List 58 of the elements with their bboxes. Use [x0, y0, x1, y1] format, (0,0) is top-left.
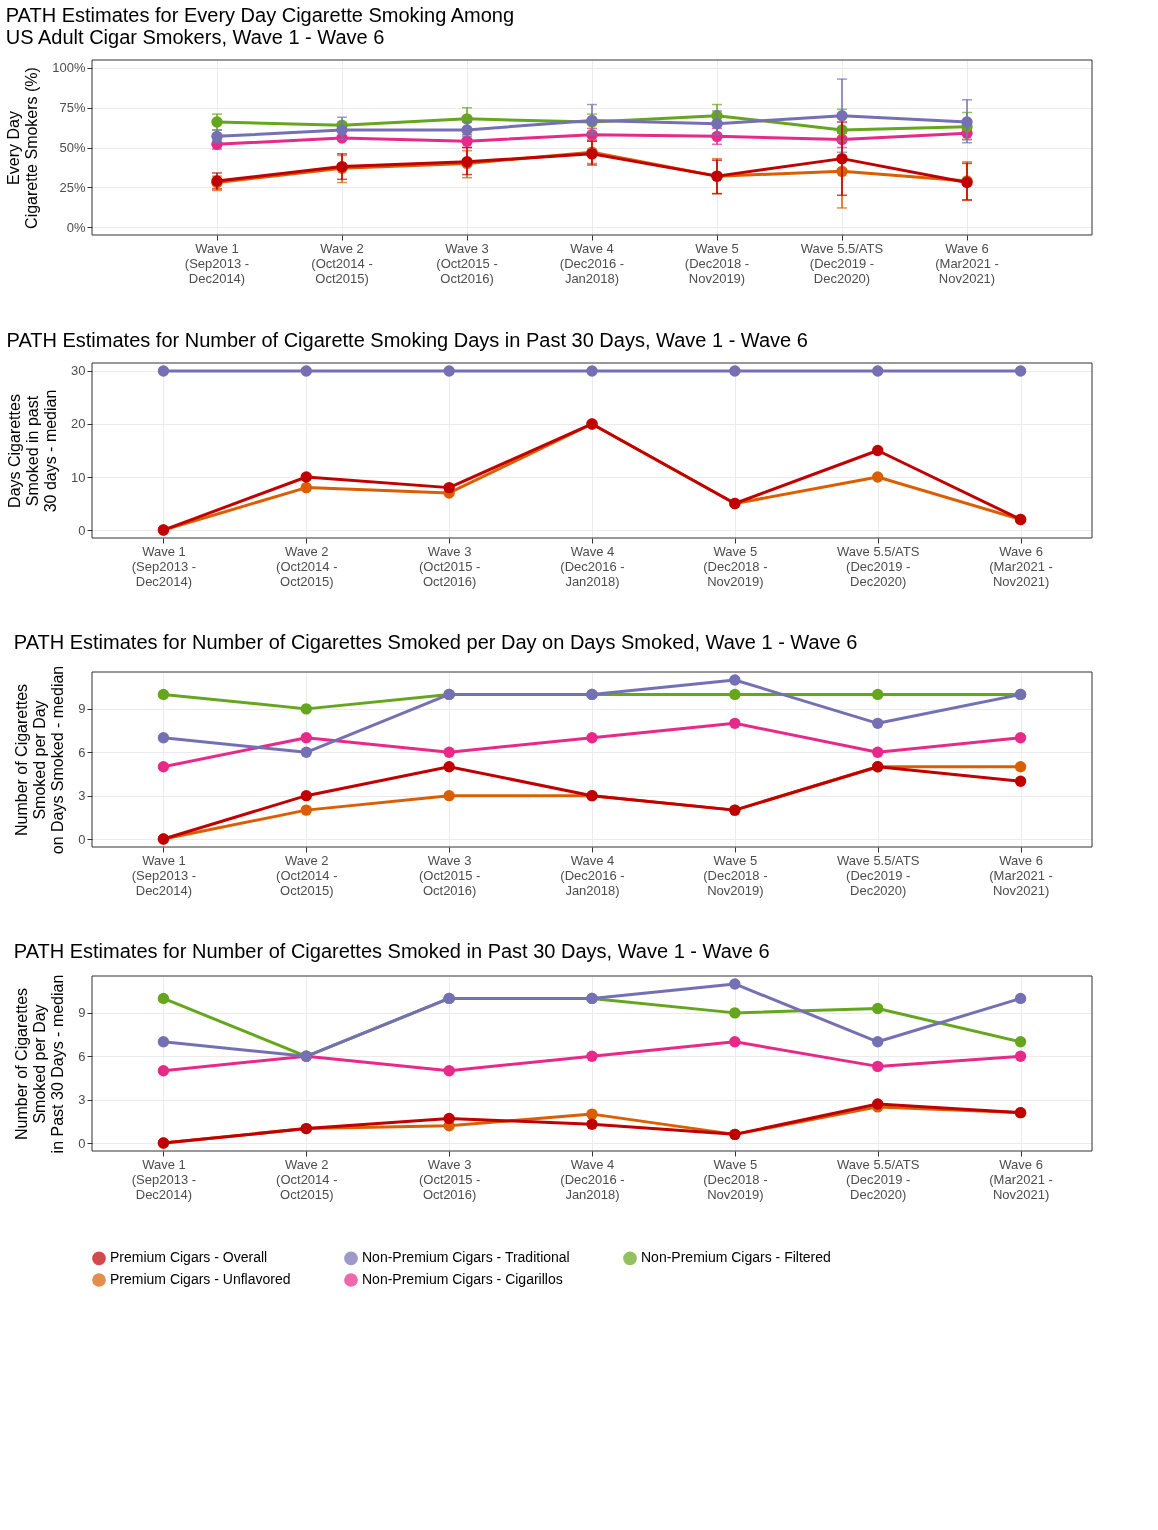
- chart-title: PATH Estimates for Number of Cigarettes Smoked per Day on Days Smoked, Wave 1 - Wave 6: [13, 631, 858, 654]
- legend-label: Non-Premium Cigars - Traditional: [362, 1249, 570, 1266]
- x-tick-label: Wave 5.5/ATS (Dec2019 - Dec2020): [837, 1156, 920, 1202]
- y-tick-label: 0%: [66, 219, 86, 235]
- x-tick-label: Wave 4 (Dec2016 - Jan2018): [559, 240, 625, 286]
- x-tick-label: Wave 5 (Dec2018 - Nov2019): [703, 852, 768, 898]
- x-tick-label: Wave 2 (Oct2014 - Oct2015): [276, 1156, 338, 1202]
- x-tick-label: Wave 6 (Mar2021 - Nov2021): [935, 240, 999, 286]
- y-tick-label: 30: [71, 363, 86, 379]
- y-tick-label: 6: [78, 1048, 86, 1064]
- x-tick-label: Wave 1 (Sep2013 - Dec2014): [184, 240, 250, 286]
- x-tick-label: Wave 4 (Dec2016 - Jan2018): [560, 543, 625, 589]
- y-axis-title: Number of Cigarettes Smoked per Day on Days Smoked - median: [13, 665, 67, 855]
- y-tick-label: 0: [78, 522, 86, 538]
- x-tick-label: Wave 2 (Oct2014 - Oct2015): [311, 240, 373, 286]
- y-tick-label: 25%: [59, 179, 86, 195]
- x-tick-label: Wave 6 (Mar2021 - Nov2021): [989, 852, 1053, 898]
- y-tick-label: 0: [78, 831, 86, 847]
- legend-label: Premium Cigars - Unflavored: [110, 1271, 291, 1287]
- legend-label: Premium Cigars - Overall: [110, 1249, 268, 1266]
- y-axis-title: Days Cigarettes Smoked in past 30 days - median: [6, 389, 60, 513]
- x-tick-label: Wave 3 (Oct2015 - Oct2016): [418, 1156, 481, 1202]
- x-tick-label: Wave 5.5/ATS (Dec2019 - Dec2020): [800, 240, 884, 286]
- y-tick-label: 10: [71, 469, 86, 485]
- x-tick-label: Wave 1 (Sep2013 - Dec2014): [131, 852, 197, 898]
- x-tick-label: Wave 5 (Dec2018 - Nov2019): [703, 1156, 768, 1202]
- y-tick-label: 75%: [59, 100, 86, 116]
- x-tick-label: Wave 3 (Oct2015 - Oct2016): [418, 852, 481, 898]
- x-tick-label: Wave 5.5/ATS (Dec2019 - Dec2020): [837, 543, 920, 589]
- x-tick-label: Wave 5 (Dec2018 - Nov2019): [703, 543, 768, 589]
- y-tick-label: 50%: [59, 140, 86, 155]
- x-tick-label: Wave 1 (Sep2013 - Dec2014): [131, 543, 197, 589]
- x-tick-label: Wave 3 (Oct2015 - Oct2016): [436, 240, 498, 286]
- x-tick-label: Wave 3 (Oct2015 - Oct2016): [418, 543, 481, 589]
- x-tick-label: Wave 6 (Mar2021 - Nov2021): [989, 1156, 1053, 1202]
- legend-label: Non-Premium Cigars - Cigarillos: [362, 1271, 563, 1287]
- y-axis-title: Every Day Cigarette Smokers (%): [5, 67, 41, 229]
- y-tick-label: 0: [78, 1135, 86, 1151]
- chart-title: PATH Estimates for Every Day Cigarette Smoking Among US Adult Cigar Smokers, Wave 1 - Wave 6: [5, 3, 515, 48]
- x-tick-label: Wave 1 (Sep2013 - Dec2014): [131, 1156, 197, 1202]
- y-tick-label: 9: [78, 701, 86, 717]
- y-axis-title: Number of Cigarettes Smoked per Day in Past 30 Days - median: [13, 974, 67, 1154]
- chart-title: PATH Estimates for Number of Cigarettes Smoked in Past 30 Days, Wave 1 - Wave 6: [13, 940, 770, 963]
- y-tick-label: 3: [78, 788, 86, 804]
- x-tick-label: Wave 2 (Oct2014 - Oct2015): [276, 543, 338, 589]
- y-tick-label: 6: [78, 744, 86, 760]
- legend-label: Non-Premium Cigars - Filtered: [641, 1249, 831, 1266]
- y-tick-label: 9: [78, 1005, 86, 1021]
- y-tick-label: 100%: [52, 60, 86, 76]
- x-tick-label: Wave 4 (Dec2016 - Jan2018): [560, 852, 625, 898]
- chart-title: PATH Estimates for Number of Cigarette Smoking Days in Past 30 Days, Wave 1 - Wave 6: [6, 328, 808, 351]
- x-tick-label: Wave 6 (Mar2021 - Nov2021): [989, 543, 1053, 589]
- x-tick-label: Wave 5.5/ATS (Dec2019 - Dec2020): [837, 852, 920, 898]
- x-tick-label: Wave 2 (Oct2014 - Oct2015): [276, 852, 338, 898]
- x-tick-label: Wave 5 (Dec2018 - Nov2019): [684, 240, 750, 286]
- y-tick-label: 3: [78, 1092, 86, 1108]
- x-tick-label: Wave 4 (Dec2016 - Jan2018): [560, 1156, 625, 1202]
- y-tick-label: 20: [71, 416, 86, 432]
